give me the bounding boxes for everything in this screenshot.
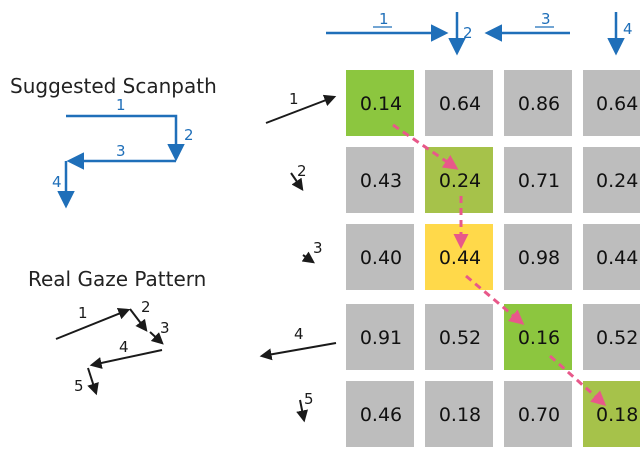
cell-value: 0.16 xyxy=(518,327,560,349)
real-gaze-pattern-diagram: 1 2 3 4 5 xyxy=(55,298,170,396)
gaze-arrow-icon xyxy=(265,94,337,124)
cell-value: 0.18 xyxy=(439,404,481,426)
grid-cell xyxy=(346,304,414,370)
cell-value: 0.14 xyxy=(360,93,402,115)
gaze-arrow-icon xyxy=(149,331,164,345)
cell-value: 0.52 xyxy=(596,327,638,349)
cell-value: 0.40 xyxy=(360,247,402,269)
suggested-scanpath-diagram: 1 2 3 4 xyxy=(52,96,194,209)
grid-cell xyxy=(583,304,640,370)
gaze-path xyxy=(392,123,607,406)
gaze-arrow-icon xyxy=(301,251,315,264)
cell-value: 0.71 xyxy=(518,170,560,192)
gaze-path-segment xyxy=(465,274,525,325)
cell-value: 0.91 xyxy=(360,327,402,349)
suggested-step-label: 3 xyxy=(116,142,126,160)
cell-value: 0.52 xyxy=(439,327,481,349)
cell-value: 0.64 xyxy=(596,93,638,115)
grid-cell xyxy=(346,381,414,447)
gaze-arrow-icon xyxy=(87,367,99,396)
grid-cell xyxy=(346,224,414,290)
suggested-scanpath-title: Suggested Scanpath xyxy=(10,74,217,98)
cell-value: 0.43 xyxy=(360,170,402,192)
suggested-step-label: 1 xyxy=(116,96,126,114)
cell-value: 0.44 xyxy=(439,247,481,269)
gaze-arrow-icon xyxy=(55,308,131,340)
suggested-step-label: 2 xyxy=(184,126,194,144)
value-grid xyxy=(346,70,640,447)
gaze-arrow-icon xyxy=(89,349,163,369)
top-step-label: 1 xyxy=(379,10,389,28)
grid-cell xyxy=(346,70,414,136)
gaze-arrow-icon xyxy=(296,399,309,423)
row-step-label: 3 xyxy=(313,239,323,257)
real-step-label: 1 xyxy=(78,304,88,322)
real-step-label: 5 xyxy=(74,377,84,395)
grid-cell xyxy=(504,381,572,447)
real-step-label: 2 xyxy=(141,298,151,316)
grid-cell xyxy=(583,224,640,290)
grid-cell xyxy=(425,147,493,213)
real-gaze-pattern-title: Real Gaze Pattern xyxy=(28,267,207,291)
top-step-label: 4 xyxy=(623,20,633,38)
gaze-path-segment xyxy=(392,123,459,170)
cell-value: 0.46 xyxy=(360,404,402,426)
row-step-label: 1 xyxy=(289,90,299,108)
grid-values: 0.14 0.64 0.86 0.64 0.43 0.24 0.71 0.24 … xyxy=(360,93,638,426)
grid-cell xyxy=(504,224,572,290)
cell-value: 0.24 xyxy=(439,170,481,192)
suggested-step-label: 4 xyxy=(52,173,62,191)
cell-value: 0.70 xyxy=(518,404,560,426)
grid-cell xyxy=(346,147,414,213)
grid-cell xyxy=(425,304,493,370)
gaze-arrow-icon xyxy=(259,342,337,361)
grid-cell xyxy=(425,70,493,136)
grid-cell xyxy=(425,381,493,447)
top-step-label: 3 xyxy=(541,10,551,28)
row-step-label: 2 xyxy=(297,162,307,180)
gaze-path-segment xyxy=(549,354,607,406)
row-step-label: 4 xyxy=(294,325,304,343)
row-step-label: 5 xyxy=(304,390,314,408)
gaze-arrow-icon xyxy=(290,172,304,191)
cell-value: 0.24 xyxy=(596,170,638,192)
top-step-label: 2 xyxy=(463,24,473,42)
cell-value: 0.44 xyxy=(596,247,638,269)
top-direction-arrows: 1 2 3 4 xyxy=(326,10,633,56)
gaze-arrow-icon xyxy=(129,308,148,332)
real-step-label: 4 xyxy=(119,338,129,356)
cell-value: 0.18 xyxy=(596,404,638,426)
grid-cell xyxy=(504,70,572,136)
cell-value: 0.86 xyxy=(518,93,560,115)
scanpath-arrow-icon xyxy=(66,114,185,162)
grid-cell xyxy=(583,70,640,136)
real-step-label: 3 xyxy=(160,319,170,337)
grid-cell xyxy=(504,147,572,213)
cell-value: 0.98 xyxy=(518,247,560,269)
row-gaze-arrows: 1 2 3 4 5 xyxy=(259,90,337,423)
grid-cell xyxy=(583,147,640,213)
cell-value: 0.64 xyxy=(439,93,481,115)
